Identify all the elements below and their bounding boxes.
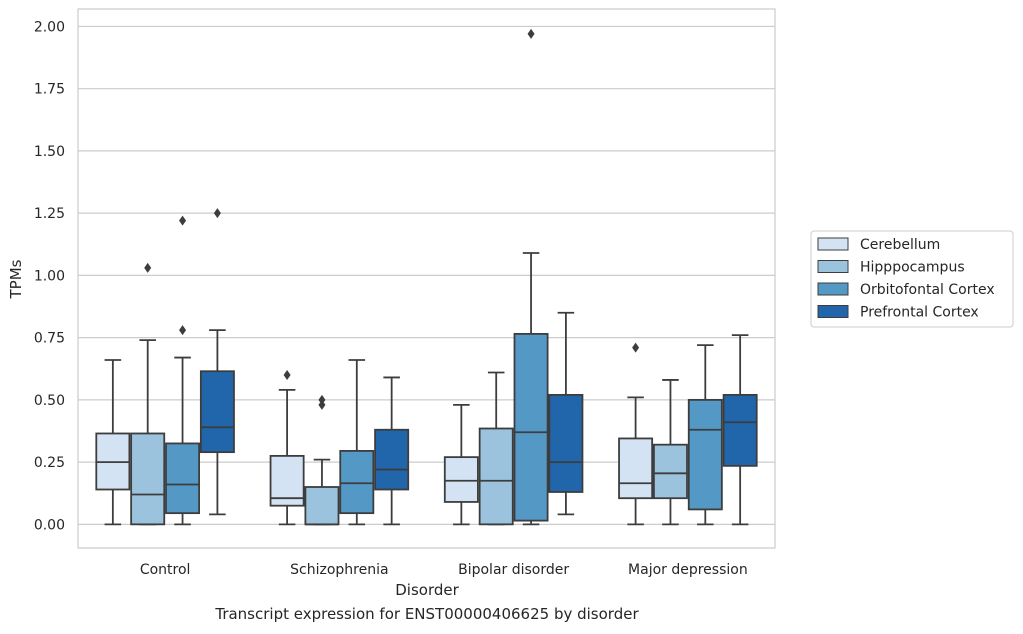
box-group xyxy=(443,403,479,526)
y-tick-label: 0.00 xyxy=(34,517,65,533)
outlier-point xyxy=(179,325,187,336)
legend-swatch xyxy=(817,305,849,318)
legend-label: Hipppocampus xyxy=(860,260,965,276)
y-tick-label: 1.75 xyxy=(34,82,65,98)
box xyxy=(443,456,479,503)
box xyxy=(165,442,201,515)
outlier-point xyxy=(632,342,640,353)
chart-caption: Transcript expression for ENST0000040662… xyxy=(215,605,639,623)
y-tick-label: 0.75 xyxy=(34,331,65,347)
x-tick-label: Major depression xyxy=(628,562,748,578)
box-group xyxy=(687,344,723,526)
box-group xyxy=(722,334,758,526)
boxes xyxy=(95,28,758,526)
legend: Cerebellum Hipppocampus Orbitofontal Corte… xyxy=(810,230,1014,328)
box xyxy=(652,443,688,500)
box-group xyxy=(652,379,688,526)
y-tick-label: 1.25 xyxy=(34,206,65,222)
box xyxy=(339,450,375,515)
box xyxy=(513,332,549,522)
box xyxy=(130,432,166,526)
box-group xyxy=(199,208,235,516)
y-tick-label: 0.50 xyxy=(34,393,65,409)
box-group xyxy=(339,359,375,526)
y-axis-label: TPMs xyxy=(7,259,25,299)
legend-swatch xyxy=(817,260,849,273)
outlier-point xyxy=(213,208,221,219)
legend-label: Prefrontal Cortex xyxy=(860,305,979,321)
x-tick-label: Schizophrenia xyxy=(290,562,388,578)
outlier-point xyxy=(318,394,326,405)
box xyxy=(687,398,723,511)
y-tick-label: 1.00 xyxy=(34,268,65,284)
legend-label: Orbitofontal Cortex xyxy=(860,282,995,298)
x-axis-label: Disorder xyxy=(395,581,459,599)
legend-frame xyxy=(810,230,1014,328)
box-group xyxy=(95,359,131,526)
box-group xyxy=(374,376,410,526)
box xyxy=(548,393,584,493)
box xyxy=(722,393,758,467)
outlier-point xyxy=(527,28,535,39)
box xyxy=(304,486,340,526)
outlier-point xyxy=(179,215,187,226)
y-tick-label: 1.50 xyxy=(34,144,65,160)
x-tick-label: Control xyxy=(140,562,191,578)
box-group xyxy=(269,369,305,526)
box xyxy=(478,427,514,526)
y-tick-labels: 0.00 0.25 0.50 0.75 1.00 1.25 1.50 1.75 2.00 xyxy=(34,19,65,533)
x-tick-label: Bipolar disorder xyxy=(458,562,569,578)
x-tick-labels: Control Schizophrenia Bipolar disorder Majo… xyxy=(140,562,748,578)
y-tick-label: 0.25 xyxy=(34,455,65,471)
box-group xyxy=(513,28,549,526)
legend-label: Cerebellum xyxy=(860,237,940,253)
box-group xyxy=(304,394,340,526)
box-group xyxy=(618,342,654,526)
box xyxy=(374,428,410,491)
box xyxy=(618,437,654,500)
box-group xyxy=(548,311,584,516)
box-group xyxy=(165,215,201,526)
plot-frame xyxy=(77,8,776,549)
y-tick-label: 2.00 xyxy=(34,19,65,35)
outlier-point xyxy=(144,262,152,273)
box xyxy=(199,370,235,454)
box-group xyxy=(478,371,514,526)
box-group xyxy=(130,262,166,526)
outlier-point xyxy=(283,369,291,380)
legend-swatch xyxy=(817,237,849,251)
legend-swatch xyxy=(817,282,849,296)
